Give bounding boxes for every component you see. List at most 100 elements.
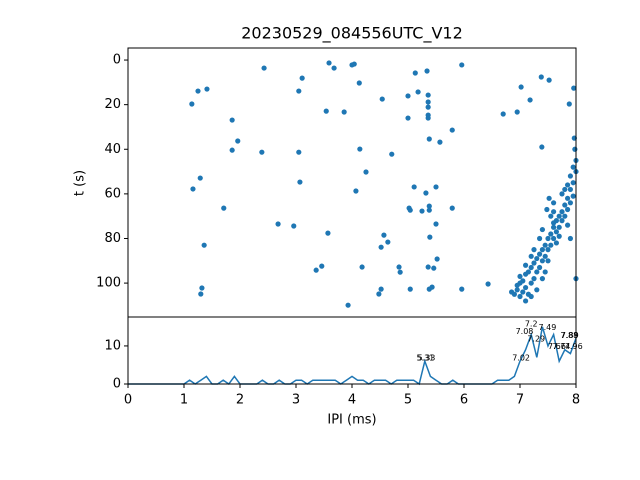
chart-title: 20230529_084556UTC_V12 xyxy=(241,24,463,44)
annotation: 7.2 xyxy=(525,319,538,328)
point xyxy=(551,224,557,230)
point xyxy=(363,169,369,175)
point xyxy=(551,220,557,226)
point xyxy=(356,80,362,86)
point xyxy=(559,209,565,215)
point xyxy=(437,139,443,145)
point xyxy=(319,263,325,269)
point xyxy=(538,74,544,80)
point xyxy=(537,264,543,271)
point xyxy=(551,209,557,215)
y-tick-label: 0 xyxy=(113,53,121,68)
point xyxy=(546,77,552,83)
point xyxy=(534,287,540,293)
y-tick-label: 80 xyxy=(104,231,121,246)
point xyxy=(548,242,554,248)
point xyxy=(449,205,455,211)
y-tick-label: 40 xyxy=(104,142,121,157)
point xyxy=(537,251,543,257)
point xyxy=(525,269,532,275)
point xyxy=(429,284,435,290)
point xyxy=(531,260,537,266)
point xyxy=(565,195,571,201)
annotation: 7.66 xyxy=(548,342,566,351)
point xyxy=(539,276,546,282)
point xyxy=(567,235,574,242)
x-tick-label: 7 xyxy=(516,393,524,408)
point xyxy=(527,97,533,103)
point xyxy=(514,282,520,288)
point xyxy=(297,179,303,185)
point xyxy=(518,84,524,90)
point xyxy=(195,88,201,94)
point xyxy=(500,111,506,117)
point xyxy=(325,230,331,236)
point xyxy=(405,93,411,99)
point xyxy=(449,127,455,133)
point xyxy=(425,92,431,98)
point xyxy=(566,101,572,107)
axes-frame xyxy=(127,47,577,318)
point xyxy=(559,191,565,197)
point xyxy=(431,265,437,271)
point xyxy=(345,302,351,308)
point xyxy=(562,202,568,208)
point xyxy=(539,247,546,253)
point xyxy=(296,149,302,155)
point xyxy=(528,293,534,300)
point xyxy=(434,256,440,262)
point xyxy=(517,293,523,300)
point xyxy=(459,62,465,68)
point xyxy=(571,85,577,91)
annotation: 7.96 xyxy=(565,342,583,351)
point xyxy=(425,115,431,121)
point xyxy=(551,235,557,242)
y-tick-label: 10 xyxy=(104,338,121,353)
point xyxy=(544,206,550,213)
point xyxy=(261,65,267,71)
point xyxy=(553,229,560,235)
point xyxy=(531,276,537,282)
point xyxy=(551,200,557,206)
point xyxy=(433,184,439,190)
point xyxy=(323,108,329,114)
point xyxy=(565,182,571,188)
point xyxy=(229,117,235,123)
point xyxy=(424,68,430,74)
point xyxy=(542,269,548,275)
point xyxy=(189,101,195,107)
point xyxy=(201,242,207,248)
point xyxy=(542,242,548,248)
point xyxy=(556,224,562,230)
point xyxy=(531,247,537,253)
annotation: 7.08 xyxy=(516,327,534,336)
point xyxy=(275,221,281,227)
x-tick-label: 5 xyxy=(404,393,412,408)
point xyxy=(534,269,540,275)
annotation: 5.31 xyxy=(416,354,434,363)
point xyxy=(517,273,523,280)
point xyxy=(425,104,431,110)
point xyxy=(548,213,554,219)
point xyxy=(562,213,568,219)
point xyxy=(545,235,551,242)
point xyxy=(539,144,545,150)
point xyxy=(351,61,357,67)
point xyxy=(539,226,546,233)
point xyxy=(221,205,227,211)
annotation: 7.74 xyxy=(553,342,571,351)
point xyxy=(528,280,534,286)
x-tick-label: 8 xyxy=(572,393,580,408)
point xyxy=(397,269,403,275)
point xyxy=(433,221,439,227)
point xyxy=(389,151,395,157)
point xyxy=(528,253,534,259)
point xyxy=(291,223,297,229)
x-axis-label: IPI (ms) xyxy=(327,413,376,428)
x-tick-label: 6 xyxy=(460,393,468,408)
point xyxy=(381,232,387,238)
point xyxy=(359,264,365,270)
point xyxy=(545,258,551,264)
y-tick-label: 100 xyxy=(96,276,121,291)
